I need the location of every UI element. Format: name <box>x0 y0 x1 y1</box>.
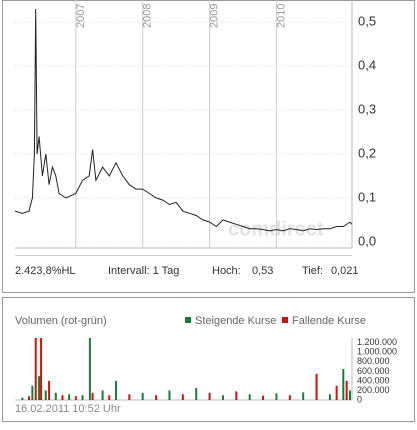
info-interval: Intervall: 1 Tag <box>108 265 179 277</box>
volume-bar <box>74 396 77 400</box>
y-tick-label: 600.000 <box>357 366 390 376</box>
volume-bar <box>335 385 338 400</box>
volume-bar <box>248 394 251 400</box>
volume-bar <box>328 394 331 400</box>
volume-bar <box>44 390 47 400</box>
info-low: 0,021 <box>331 265 359 277</box>
volume-bar <box>38 376 41 400</box>
volume-bar <box>34 338 37 400</box>
volume-bar <box>262 395 265 400</box>
y-tick-label: 200.000 <box>357 385 390 395</box>
legend-swatch <box>282 317 288 323</box>
volume-bar <box>68 394 71 400</box>
y-tick-label: 0,1 <box>358 189 376 204</box>
volume-bar <box>302 392 305 400</box>
volume-bar <box>114 380 117 400</box>
legend-swatch <box>185 317 191 323</box>
volume-bar <box>348 390 351 400</box>
x-tick-label: 2008 <box>142 4 154 28</box>
volume-bar <box>48 380 51 400</box>
y-tick-label: 0,5 <box>358 14 376 29</box>
volume-bar <box>208 392 211 400</box>
info-high: 0,53 <box>252 265 273 277</box>
y-tick-label: 0,4 <box>358 58 376 73</box>
volume-bar <box>128 394 131 400</box>
info-low-label: Tief: <box>302 265 323 277</box>
volume-bar <box>221 395 224 400</box>
volume-bar <box>342 369 345 400</box>
volume-bar <box>108 395 111 400</box>
volume-bar <box>345 380 348 400</box>
x-tick-label: 2009 <box>208 4 220 28</box>
volume-bar <box>88 338 91 400</box>
volume-bar <box>81 395 84 400</box>
x-tick-label: 2010 <box>275 4 287 28</box>
legend-label: Steigende Kurse <box>195 315 276 327</box>
volume-bar <box>235 391 238 400</box>
volume-bar <box>275 393 278 400</box>
y-tick-label: 0 <box>357 394 362 404</box>
info-high-label: Hoch: <box>212 265 241 277</box>
info-change: 2.423,8%HL <box>15 265 76 277</box>
volume-bar <box>21 397 24 400</box>
volume-title: Volumen (rot-grün) <box>15 315 107 327</box>
volume-bar <box>141 392 144 400</box>
volume-bar <box>315 373 318 400</box>
volume-bar <box>61 395 64 400</box>
volume-bar <box>28 396 31 400</box>
volume-bar <box>288 395 291 400</box>
y-tick-label: 800.000 <box>357 356 390 366</box>
y-tick-label: 0,2 <box>358 145 376 160</box>
volume-bar <box>91 392 94 400</box>
legend-label: Fallende Kurse <box>292 315 366 327</box>
volume-bar <box>40 338 43 400</box>
price-line <box>14 8 353 232</box>
x-tick-label: 2007 <box>75 4 87 28</box>
volume-bar <box>54 392 57 400</box>
price-frame <box>2 0 415 293</box>
y-tick-label: 0,3 <box>358 101 376 116</box>
y-tick-label: 1.000.000 <box>357 347 397 357</box>
y-tick-label: 400.000 <box>357 375 390 385</box>
volume-bar <box>101 390 104 400</box>
volume-bar <box>195 388 198 400</box>
volume-bar <box>155 395 158 400</box>
volume-bar <box>181 394 184 400</box>
volume-bar <box>31 385 34 400</box>
y-tick-label: 1.200.000 <box>357 337 397 347</box>
y-tick-label: 0,0 <box>358 233 376 248</box>
timestamp: 16.02.2011 10:52 Uhr <box>15 403 121 415</box>
volume-bar <box>168 390 171 400</box>
volume-frame <box>2 297 415 422</box>
